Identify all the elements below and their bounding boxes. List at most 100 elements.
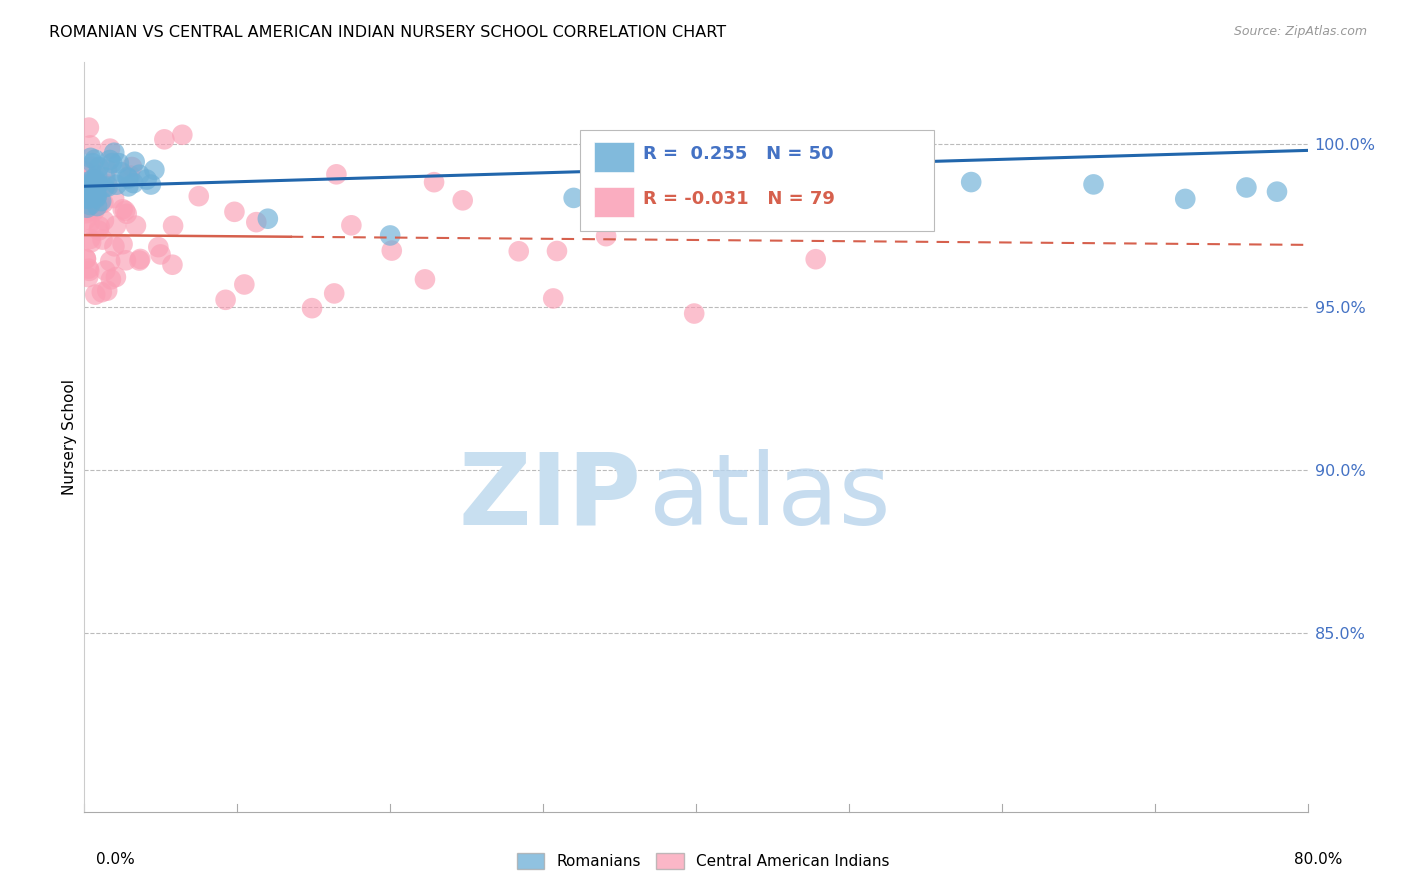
Point	[224, 204, 246, 219]
Point	[124, 154, 146, 169]
Point	[79, 216, 101, 230]
Point	[87, 223, 110, 237]
Point	[139, 178, 162, 192]
Point	[77, 177, 100, 191]
Point	[82, 172, 104, 186]
Text: atlas: atlas	[650, 449, 891, 546]
Point	[82, 179, 104, 194]
Point	[79, 264, 101, 278]
Point	[93, 180, 115, 194]
Point	[80, 235, 103, 250]
Point	[111, 237, 134, 252]
Point	[380, 228, 402, 243]
Point	[98, 142, 121, 156]
FancyBboxPatch shape	[595, 186, 634, 217]
Legend: Romanians, Central American Indians: Romanians, Central American Indians	[510, 847, 896, 875]
Point	[508, 244, 530, 259]
Point	[451, 194, 474, 208]
Point	[75, 206, 97, 220]
Point	[143, 162, 166, 177]
Point	[91, 233, 114, 247]
Point	[75, 202, 97, 216]
Point	[75, 192, 97, 206]
Point	[325, 167, 347, 181]
Point	[90, 194, 112, 208]
Point	[1236, 180, 1258, 194]
Point	[108, 156, 131, 170]
Point	[595, 229, 617, 244]
Point	[94, 263, 117, 277]
Point	[103, 145, 125, 160]
Point	[77, 183, 100, 197]
Point	[105, 219, 128, 233]
Point	[77, 270, 100, 285]
Point	[96, 284, 118, 298]
Point	[77, 204, 100, 219]
Text: R =  0.255   N = 50: R = 0.255 N = 50	[644, 145, 834, 163]
Point	[84, 191, 107, 205]
Point	[75, 212, 97, 227]
Point	[187, 189, 209, 203]
Point	[79, 151, 101, 165]
Point	[90, 285, 112, 300]
Point	[546, 244, 568, 258]
Point	[1265, 185, 1288, 199]
Point	[789, 166, 811, 180]
Point	[413, 272, 436, 286]
Point	[75, 180, 97, 194]
Point	[75, 252, 97, 266]
Point	[75, 184, 97, 198]
Point	[83, 171, 105, 186]
Point	[94, 170, 117, 185]
Point	[233, 277, 256, 292]
Point	[89, 219, 111, 234]
Point	[214, 293, 236, 307]
Point	[100, 272, 122, 286]
Point	[960, 175, 983, 189]
Point	[245, 215, 267, 229]
Point	[125, 219, 148, 233]
Point	[79, 198, 101, 212]
Point	[1083, 178, 1105, 192]
Point	[86, 199, 108, 213]
Point	[135, 172, 157, 186]
Point	[129, 252, 152, 266]
Point	[96, 162, 118, 177]
Point	[89, 197, 111, 211]
Point	[148, 240, 170, 254]
Point	[87, 178, 110, 192]
Point	[541, 292, 564, 306]
Point	[80, 183, 103, 197]
Point	[75, 164, 97, 178]
Point	[83, 203, 105, 218]
Point	[103, 239, 125, 253]
Text: Source: ZipAtlas.com: Source: ZipAtlas.com	[1233, 25, 1367, 38]
Point	[77, 191, 100, 205]
Point	[117, 170, 139, 185]
Point	[79, 232, 101, 246]
Point	[117, 179, 139, 194]
Point	[84, 172, 107, 186]
Point	[162, 219, 184, 233]
Point	[118, 169, 141, 183]
Point	[86, 189, 108, 203]
Point	[82, 156, 104, 170]
Point	[75, 183, 97, 197]
Point	[128, 168, 150, 182]
Point	[149, 247, 172, 261]
Point	[84, 287, 107, 301]
Point	[111, 202, 134, 217]
Point	[683, 307, 706, 321]
Point	[84, 187, 107, 202]
Point	[98, 153, 121, 167]
Point	[105, 178, 128, 192]
Point	[128, 253, 150, 268]
Point	[323, 286, 346, 301]
Point	[114, 203, 136, 218]
Point	[804, 252, 827, 267]
Point	[257, 211, 280, 226]
Point	[122, 176, 145, 190]
Point	[110, 165, 132, 179]
Point	[90, 177, 112, 191]
Point	[115, 207, 138, 221]
